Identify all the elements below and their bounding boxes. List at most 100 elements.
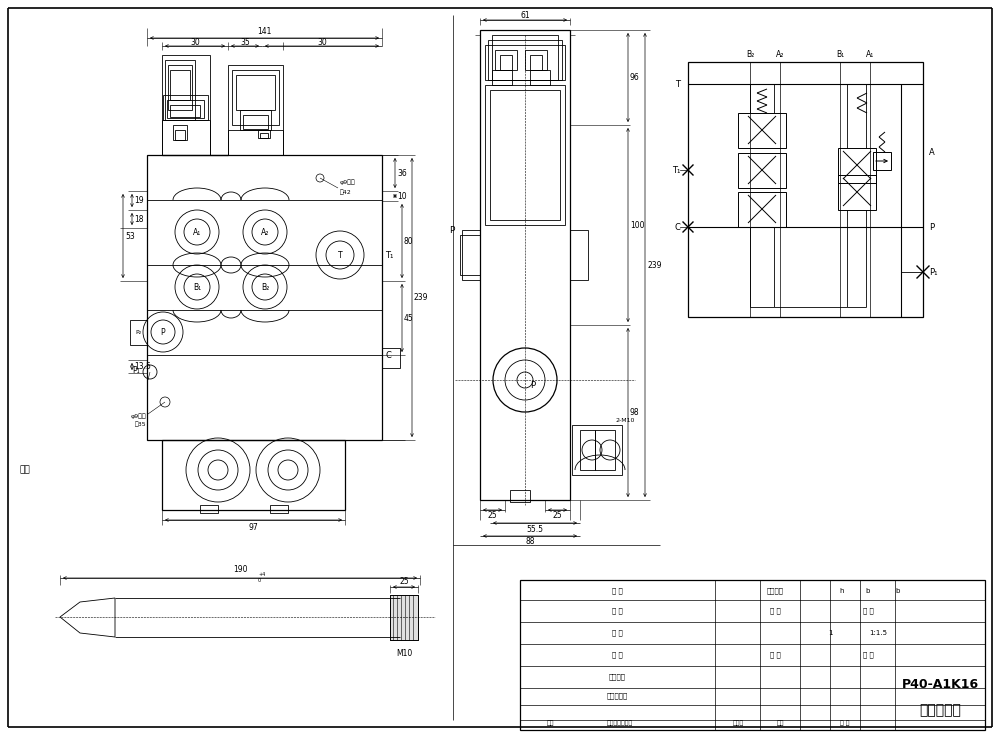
- Bar: [390, 595, 418, 640]
- Text: 工艺检查: 工艺检查: [608, 674, 626, 681]
- Bar: [492, 70, 512, 85]
- Bar: [170, 70, 190, 100]
- Text: P: P: [929, 223, 934, 232]
- Bar: [525, 50, 547, 70]
- Bar: [572, 425, 622, 475]
- Text: b: b: [896, 588, 900, 594]
- Text: 45: 45: [404, 314, 414, 323]
- Text: B₁: B₁: [193, 282, 201, 292]
- Bar: [258, 130, 270, 138]
- Bar: [488, 40, 562, 80]
- Text: B₁: B₁: [836, 49, 844, 59]
- Text: 55.5: 55.5: [526, 525, 544, 534]
- Bar: [236, 75, 275, 110]
- Bar: [270, 505, 288, 513]
- Text: P: P: [530, 381, 535, 390]
- Text: 二联多路阀: 二联多路阀: [919, 703, 961, 717]
- Bar: [738, 192, 786, 227]
- Text: 80: 80: [404, 237, 414, 245]
- Bar: [580, 430, 595, 470]
- Bar: [168, 65, 192, 110]
- Text: T₁: T₁: [385, 251, 393, 259]
- Bar: [688, 62, 923, 317]
- Text: 图样标记: 图样标记: [767, 588, 784, 595]
- Bar: [200, 505, 218, 513]
- Text: A₁: A₁: [193, 228, 201, 237]
- Bar: [260, 133, 268, 138]
- Text: A₂: A₂: [776, 49, 784, 59]
- Text: B₂: B₂: [261, 282, 269, 292]
- Text: 更改人: 更改人: [732, 720, 744, 725]
- Text: 19: 19: [134, 196, 144, 205]
- Bar: [520, 580, 985, 730]
- Text: P₁: P₁: [929, 268, 938, 276]
- Bar: [530, 70, 550, 85]
- Text: 描 图: 描 图: [612, 630, 622, 637]
- Text: 角 度: 角 度: [770, 652, 780, 659]
- Text: T: T: [675, 79, 680, 88]
- Text: P: P: [161, 328, 165, 337]
- Bar: [382, 348, 400, 368]
- Bar: [232, 70, 279, 125]
- Bar: [738, 113, 786, 148]
- Text: P: P: [450, 226, 455, 234]
- Text: A₁: A₁: [866, 49, 874, 59]
- Text: 190: 190: [233, 565, 247, 575]
- Text: P₁: P₁: [132, 365, 140, 375]
- Bar: [510, 490, 530, 502]
- Bar: [228, 65, 283, 155]
- Bar: [492, 35, 558, 80]
- Text: 97: 97: [249, 523, 258, 531]
- Text: φ9通孔: φ9通孔: [340, 179, 356, 184]
- Bar: [530, 55, 542, 70]
- Text: φ9通孔: φ9通孔: [130, 413, 146, 419]
- Text: 高42: 高42: [340, 189, 352, 195]
- Text: C: C: [674, 223, 680, 232]
- Text: P₂: P₂: [135, 329, 141, 334]
- Bar: [462, 230, 480, 280]
- Bar: [147, 155, 382, 440]
- Text: 53: 53: [125, 232, 135, 240]
- Text: 36: 36: [397, 168, 407, 177]
- Text: 日期: 日期: [776, 720, 784, 725]
- Text: 141: 141: [257, 26, 272, 35]
- Text: 1:1.5: 1:1.5: [869, 630, 887, 636]
- Text: 100: 100: [630, 220, 644, 229]
- Text: 更改: 更改: [546, 720, 554, 725]
- Text: 制 图: 制 图: [612, 608, 622, 614]
- Text: 0: 0: [258, 578, 261, 583]
- Text: 25: 25: [553, 512, 562, 520]
- Text: 注记: 注记: [20, 465, 31, 475]
- Text: b: b: [866, 588, 870, 594]
- Text: 30: 30: [317, 37, 327, 46]
- Bar: [595, 430, 615, 470]
- Bar: [163, 95, 208, 120]
- Text: +4: +4: [258, 572, 265, 576]
- Bar: [480, 30, 570, 500]
- Text: 标准化检查: 标准化检查: [606, 692, 628, 699]
- Bar: [495, 50, 517, 70]
- Text: h: h: [840, 588, 844, 594]
- Text: 校 对: 校 对: [612, 652, 622, 659]
- Bar: [243, 115, 268, 129]
- Text: 96: 96: [630, 73, 640, 82]
- Text: P40-A1K16: P40-A1K16: [901, 678, 979, 692]
- Text: 高35: 高35: [134, 421, 146, 427]
- Text: 10: 10: [397, 192, 407, 201]
- Bar: [490, 90, 560, 220]
- Text: 30: 30: [190, 37, 200, 46]
- Text: 61: 61: [520, 10, 530, 20]
- Bar: [130, 320, 147, 345]
- Text: 更改内容摘要栏: 更改内容摘要栏: [607, 720, 633, 725]
- Bar: [170, 105, 200, 117]
- Text: A₂: A₂: [261, 228, 269, 237]
- Bar: [873, 152, 891, 170]
- Bar: [167, 100, 204, 118]
- Bar: [570, 230, 588, 280]
- Text: 比 例: 比 例: [863, 608, 873, 614]
- Text: 25: 25: [399, 576, 409, 586]
- Bar: [162, 55, 210, 155]
- Text: 量 量: 量 量: [863, 652, 873, 659]
- Bar: [485, 45, 565, 80]
- Text: 25: 25: [488, 512, 497, 520]
